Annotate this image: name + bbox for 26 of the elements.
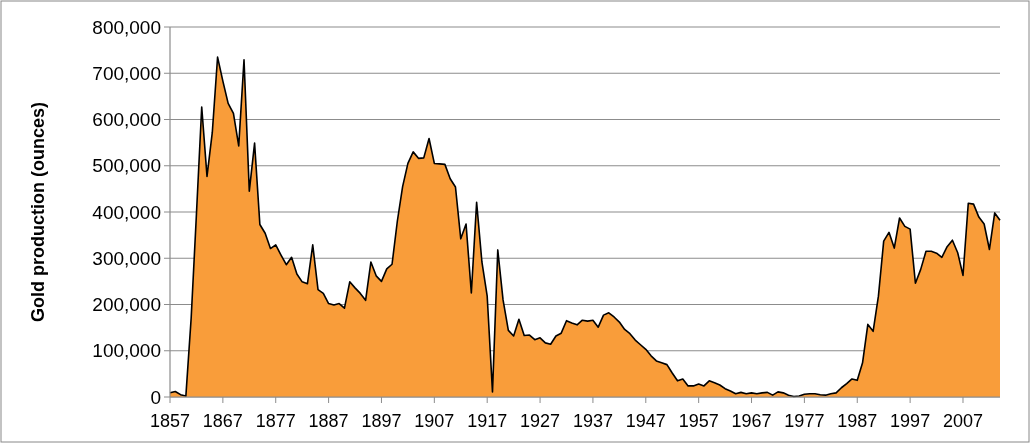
x-tick-label: 1857 (149, 411, 191, 431)
x-tick-label: 1947 (625, 411, 666, 431)
x-tick-label: 1897 (361, 411, 402, 431)
y-tick-label: 700,000 (92, 62, 161, 84)
y-tick-label: 0 (150, 386, 161, 408)
x-tick-label: 1867 (202, 411, 243, 431)
y-tick-label: 400,000 (92, 201, 161, 223)
x-tick-label: 1917 (467, 411, 508, 431)
y-tick-label: 200,000 (92, 294, 161, 316)
x-tick-label: 1887 (308, 411, 349, 431)
x-tick-label: 1927 (520, 411, 561, 431)
x-tick-label: 1937 (572, 411, 613, 431)
x-tick-label: 1997 (890, 411, 931, 431)
y-tick-label: 500,000 (92, 155, 161, 177)
x-tick-label: 1987 (837, 411, 878, 431)
x-tick-label: 1907 (414, 411, 455, 431)
x-tick-label: 2007 (942, 411, 984, 431)
x-tick-label: 1957 (678, 411, 719, 431)
x-tick-label: 1877 (255, 411, 296, 431)
y-tick-label: 600,000 (92, 109, 161, 131)
y-tick-label: 100,000 (92, 340, 161, 362)
y-axis-title: Gold production (ounces) (28, 102, 48, 322)
y-tick-label: 300,000 (92, 247, 161, 269)
x-tick-label: 1967 (731, 411, 772, 431)
y-tick-label: 800,000 (92, 16, 161, 38)
x-tick-label: 1977 (784, 411, 825, 431)
